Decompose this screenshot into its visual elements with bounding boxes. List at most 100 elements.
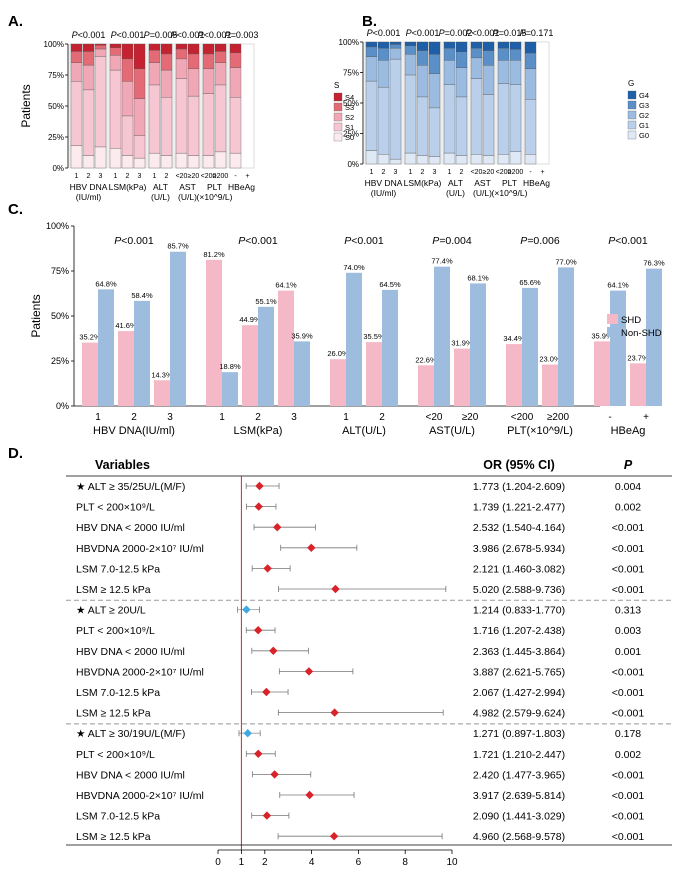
p-value-label: P=0.004 bbox=[432, 235, 472, 247]
group-label: HBeAg bbox=[611, 425, 646, 437]
data-label: 64.8% bbox=[95, 279, 117, 288]
group-label: HBeAg bbox=[523, 178, 550, 188]
or-marker bbox=[262, 687, 271, 697]
group-frame bbox=[523, 41, 550, 165]
bar-non-shd bbox=[98, 289, 114, 406]
stack-segment-g3 bbox=[365, 46, 378, 57]
category-label: <20 bbox=[471, 169, 483, 176]
stack-segment-g3 bbox=[416, 50, 429, 66]
stack-segment-s2 bbox=[214, 62, 227, 86]
row-label: LSM 7.0-12.5 kPa bbox=[76, 563, 160, 575]
p-value-label: P<0.001 bbox=[114, 235, 154, 247]
bar-shd bbox=[366, 342, 382, 406]
legend-title: G bbox=[628, 79, 634, 88]
bar-shd bbox=[242, 325, 258, 406]
stack-segment-s1 bbox=[82, 89, 95, 156]
data-label: 74.0% bbox=[343, 263, 365, 272]
group-frame bbox=[442, 41, 469, 165]
category-label: 2 bbox=[126, 173, 130, 180]
row-label: PLT < 200×10⁹/L bbox=[76, 749, 155, 761]
p-value-text: <0.001 bbox=[612, 811, 645, 823]
legend-title: S bbox=[334, 81, 339, 90]
x-tick-label: 2 bbox=[262, 857, 268, 868]
group-label: HBV DNA(IU/ml) bbox=[93, 425, 175, 437]
legend-swatch bbox=[607, 327, 618, 337]
data-label: 35.9% bbox=[591, 331, 613, 340]
bar-shd bbox=[594, 341, 610, 406]
stack-segment-g4 bbox=[443, 41, 456, 49]
row-label: ★ ALT ≥ 35/25U/L(M/F) bbox=[76, 481, 185, 493]
row-label: HBV DNA < 2000 IU/ml bbox=[76, 769, 185, 781]
stack-segment-g4 bbox=[377, 41, 390, 49]
stack-segment-g3 bbox=[443, 47, 456, 61]
category-label: + bbox=[540, 169, 544, 176]
or-ci-text: 1.716 (1.207-2.438) bbox=[473, 625, 565, 637]
p-value-text: <0.001 bbox=[612, 708, 645, 720]
p-value-label: P=0.171 bbox=[520, 28, 554, 38]
stack-segment-g3 bbox=[470, 47, 483, 59]
group-label: ALT bbox=[448, 178, 463, 188]
or-ci-text: 3.986 (2.678-5.934) bbox=[473, 543, 565, 555]
category-label: 3 bbox=[291, 412, 297, 423]
x-tick-label: 0 bbox=[215, 857, 221, 868]
bar-non-shd bbox=[558, 267, 574, 406]
group-frame bbox=[201, 43, 228, 169]
x-tick-label: 6 bbox=[356, 857, 362, 868]
stack-segment-g3 bbox=[482, 50, 495, 66]
p-value-text: <0.001 bbox=[612, 831, 645, 843]
group-frame bbox=[147, 43, 174, 169]
category-label: 2 bbox=[165, 173, 169, 180]
category-label: 1 bbox=[370, 169, 374, 176]
y-tick-label: 0% bbox=[52, 164, 64, 173]
panel-label-b: B. bbox=[362, 13, 377, 30]
legend-swatch bbox=[333, 132, 343, 142]
stack-segment-g0 bbox=[524, 154, 537, 165]
stack-segment-g2 bbox=[509, 60, 522, 85]
category-label: ≥20 bbox=[462, 412, 479, 423]
or-ci-text: 2.067 (1.427-2.994) bbox=[473, 687, 565, 699]
data-label: 23.7% bbox=[627, 353, 649, 362]
y-tick-label: 50% bbox=[51, 311, 69, 321]
stack-segment-g1 bbox=[404, 74, 417, 154]
legend-label: G1 bbox=[639, 121, 649, 130]
category-label: <20 bbox=[176, 173, 188, 180]
stack-segment-s1 bbox=[121, 115, 134, 156]
category-label: 1 bbox=[114, 173, 118, 180]
stack-segment-g4 bbox=[416, 41, 429, 51]
data-label: 77.4% bbox=[431, 257, 453, 266]
or-ci-text: 4.960 (2.568-9.578) bbox=[473, 831, 565, 843]
stack-segment-g4 bbox=[365, 41, 378, 48]
stack-segment-s3 bbox=[202, 53, 215, 69]
stack-segment-g4 bbox=[389, 41, 402, 45]
p-value-text: <0.001 bbox=[612, 543, 645, 555]
data-label: 41.6% bbox=[115, 321, 137, 330]
or-ci-text: 1.739 (1.221-2.477) bbox=[473, 502, 565, 514]
or-ci-text: 1.271 (0.897-1.803) bbox=[473, 728, 565, 740]
stack-segment-s2 bbox=[133, 98, 146, 136]
stack-segment-g3 bbox=[524, 52, 537, 70]
data-label: 85.7% bbox=[167, 242, 189, 251]
row-label: HBVDNA 2000-2×10⁷ IU/ml bbox=[76, 790, 204, 802]
data-label: 64.1% bbox=[607, 281, 629, 290]
stack-segment-s1 bbox=[229, 97, 242, 154]
data-label: 26.0% bbox=[327, 349, 349, 358]
y-tick-label: 75% bbox=[343, 69, 359, 78]
stack-segment-g1 bbox=[455, 96, 468, 156]
x-tick-label: 10 bbox=[446, 857, 458, 868]
or-marker bbox=[304, 667, 314, 676]
row-label: HBV DNA < 2000 IU/ml bbox=[76, 522, 185, 534]
bar-shd bbox=[418, 365, 434, 406]
stack-segment-g4 bbox=[404, 41, 417, 46]
or-marker bbox=[307, 543, 316, 552]
or-marker bbox=[255, 481, 264, 491]
or-ci-text: 2.532 (1.540-4.164) bbox=[473, 522, 565, 534]
p-value-label: P=0.015 bbox=[493, 28, 527, 38]
stack-segment-g3 bbox=[509, 49, 522, 61]
stack-segment-s4 bbox=[202, 43, 215, 55]
stack-segment-g4 bbox=[455, 41, 468, 52]
p-value-label: P<0.001 bbox=[171, 30, 205, 40]
stack-segment-s1 bbox=[70, 81, 83, 146]
legend-swatch bbox=[627, 130, 637, 140]
bar-shd bbox=[506, 344, 522, 406]
